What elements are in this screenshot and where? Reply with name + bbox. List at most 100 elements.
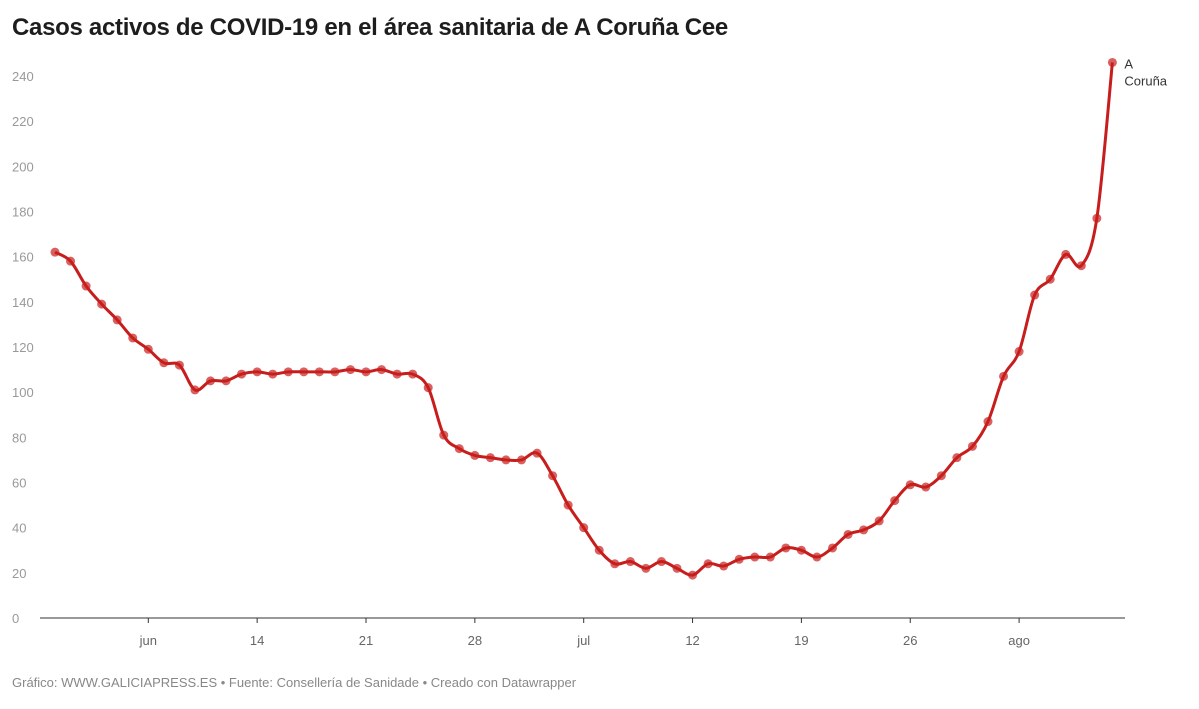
data-point <box>983 417 993 427</box>
data-point <box>579 523 589 533</box>
data-point <box>221 376 231 386</box>
series-line <box>54 62 1114 577</box>
data-point <box>423 383 433 393</box>
data-point <box>377 365 387 375</box>
x-tick-label: 28 <box>468 633 482 648</box>
data-point <box>1061 249 1071 259</box>
y-tick-label: 140 <box>12 295 34 310</box>
data-point <box>672 563 682 573</box>
data-point <box>1014 347 1024 357</box>
y-axis: 0 20 40 60 80 100 120 140 160 180 200 220 240 <box>12 69 34 626</box>
data-point <box>283 367 293 377</box>
data-point <box>206 376 215 386</box>
data-point <box>159 358 169 368</box>
data-point <box>470 450 480 460</box>
data-point <box>921 482 931 492</box>
data-point <box>1092 213 1102 223</box>
y-tick-label: 40 <box>12 521 26 536</box>
data-point <box>781 543 791 553</box>
y-tick-label: 0 <box>12 611 19 626</box>
y-tick-label: 160 <box>12 250 34 265</box>
data-point <box>594 545 604 555</box>
data-point <box>408 369 418 379</box>
x-tick-label: ago <box>1008 633 1030 648</box>
x-tick-label: 19 <box>794 633 808 648</box>
data-point <box>1076 261 1086 271</box>
data-point <box>812 552 822 562</box>
x-tick-label: jul <box>576 633 590 648</box>
y-tick-label: 220 <box>12 114 34 129</box>
data-point <box>874 516 884 526</box>
data-point <box>50 247 60 257</box>
data-point <box>330 367 340 377</box>
data-point <box>190 385 200 395</box>
x-tick-label: 26 <box>903 633 917 648</box>
data-point <box>641 563 651 573</box>
data-point <box>967 441 977 451</box>
y-tick-label: 100 <box>12 385 34 400</box>
data-point <box>734 554 744 564</box>
data-point <box>859 525 869 535</box>
x-tick-label: 14 <box>250 633 264 648</box>
series-label: Coruña <box>1124 73 1167 88</box>
y-tick-label: 120 <box>12 340 34 355</box>
data-point <box>252 367 262 377</box>
data-point <box>237 369 247 379</box>
data-point <box>796 545 806 555</box>
data-point <box>361 367 371 377</box>
data-point <box>563 500 573 510</box>
data-point <box>299 367 309 377</box>
data-point <box>345 365 355 375</box>
data-point <box>314 367 324 377</box>
data-point <box>890 496 900 506</box>
data-point <box>112 315 122 325</box>
y-tick-label: 240 <box>12 69 34 84</box>
data-point <box>81 281 91 291</box>
data-point <box>656 557 666 567</box>
series-label: A <box>1124 56 1133 71</box>
data-point <box>1030 290 1040 300</box>
data-point <box>143 344 153 354</box>
data-point <box>936 471 946 481</box>
data-point <box>610 559 620 569</box>
y-tick-label: 60 <box>12 476 26 491</box>
data-point <box>719 561 729 571</box>
x-tick-label: jun <box>139 633 157 648</box>
data-point <box>828 543 837 553</box>
data-point <box>268 369 278 379</box>
chart-title: Casos activos de COVID-19 en el área san… <box>12 14 728 41</box>
data-point <box>501 455 511 465</box>
data-point <box>174 360 184 370</box>
data-point <box>999 371 1009 381</box>
data-point <box>765 552 775 562</box>
data-point <box>548 471 558 481</box>
data-point <box>439 430 449 440</box>
y-tick-label: 20 <box>12 566 26 581</box>
data-point <box>750 552 760 562</box>
y-tick-label: 200 <box>12 159 34 174</box>
data-point <box>1107 57 1117 67</box>
data-point <box>688 570 698 580</box>
data-point <box>454 444 464 454</box>
data-point <box>97 299 107 309</box>
plot-area: A Coruña <box>50 56 1168 580</box>
data-point <box>1045 274 1055 284</box>
data-point <box>66 256 76 266</box>
data-point <box>128 333 138 343</box>
y-tick-label: 80 <box>12 430 26 445</box>
x-axis: jun 14 21 28 jul 12 19 26 ago <box>40 617 1125 648</box>
data-point <box>905 480 915 490</box>
data-point <box>532 448 542 458</box>
data-point <box>952 453 962 463</box>
data-point <box>517 455 526 465</box>
y-tick-label: 180 <box>12 205 34 220</box>
data-point <box>625 557 635 567</box>
x-tick-label: 21 <box>359 633 373 648</box>
data-point <box>843 529 853 539</box>
data-point <box>485 453 495 463</box>
data-point <box>392 369 402 379</box>
x-tick-label: 12 <box>685 633 699 648</box>
data-point <box>703 559 713 569</box>
chart-footer: Gráfico: WWW.GALICIAPRESS.ES • Fuente: C… <box>12 675 577 690</box>
